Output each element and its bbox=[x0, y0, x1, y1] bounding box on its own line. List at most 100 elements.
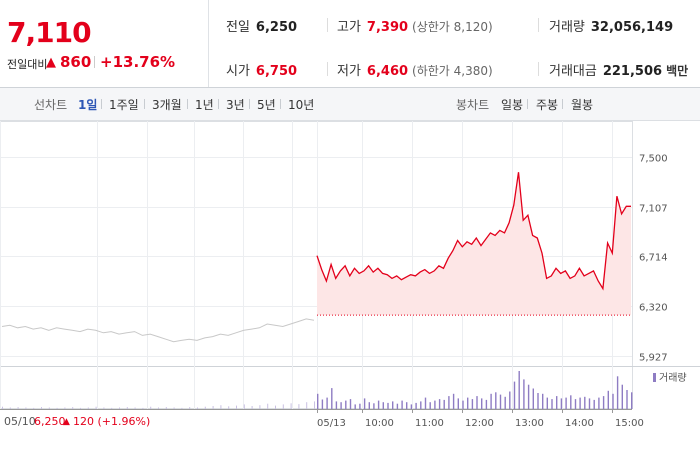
candle-tab-monthly[interactable]: 월봉 bbox=[571, 98, 594, 112]
x-tick-label: 14:00 bbox=[565, 418, 594, 429]
prev-volume-bar bbox=[134, 407, 136, 409]
current-price: 7,110 bbox=[7, 16, 92, 49]
lower-limit: (하한가 4,380) bbox=[412, 64, 493, 78]
open-value: 6,750 bbox=[255, 64, 298, 79]
divider bbox=[249, 99, 250, 109]
prev-close-info: 전일 6,250 bbox=[226, 16, 297, 35]
low-value: 6,460 bbox=[366, 64, 409, 79]
intraday-line bbox=[316, 172, 631, 291]
prev-volume-bar bbox=[275, 405, 276, 409]
prev-volume-bar bbox=[103, 407, 105, 409]
volume-bar bbox=[363, 398, 366, 409]
volume-bar bbox=[401, 400, 403, 409]
prev-day-line bbox=[1, 318, 315, 343]
period-tab-3m[interactable]: 3개월 bbox=[152, 98, 182, 112]
volume-bar bbox=[438, 399, 441, 409]
period-tab-3y[interactable]: 3년 bbox=[226, 98, 245, 112]
prev-volume-bar bbox=[48, 407, 50, 409]
x-tick-label: 13:00 bbox=[515, 418, 544, 429]
intraday-area bbox=[317, 172, 631, 316]
prev-volume-bar bbox=[64, 407, 66, 409]
volume-bar bbox=[462, 400, 464, 409]
open-label: 시가 bbox=[226, 64, 250, 79]
volume-bar bbox=[598, 397, 600, 409]
volume-bar bbox=[537, 393, 539, 409]
chart-grid bbox=[0, 121, 700, 410]
x-tick-label: 15:00 bbox=[615, 418, 644, 429]
volume-bar bbox=[579, 397, 581, 409]
volume-bar bbox=[340, 402, 342, 409]
prev-date: 05/10 bbox=[4, 415, 36, 428]
divider bbox=[94, 56, 95, 68]
prev-volume-bar bbox=[95, 406, 97, 409]
period-tab-1y[interactable]: 1년 bbox=[195, 98, 214, 112]
prev-volume-bar bbox=[17, 407, 19, 409]
volume-bar bbox=[331, 388, 333, 409]
change-percent: +13.76% bbox=[100, 53, 176, 71]
prev-change-footer: 120 (+1.96%) bbox=[73, 415, 151, 428]
prev-volume-bar bbox=[298, 404, 300, 409]
prev-volume-bar bbox=[267, 403, 269, 409]
prev-volume-bar bbox=[181, 407, 183, 409]
divider bbox=[562, 99, 563, 109]
volume-bar bbox=[504, 396, 506, 409]
candle-tab-weekly[interactable]: 주봉 bbox=[536, 98, 559, 112]
prev-volume-bar bbox=[150, 406, 152, 409]
amount-value: 221,506 bbox=[602, 64, 663, 79]
change-value: 860 bbox=[60, 53, 92, 71]
prev-volume-bar bbox=[142, 407, 144, 409]
divider bbox=[187, 99, 188, 109]
volume-legend-label: 거래량 bbox=[659, 372, 687, 384]
volume-bar bbox=[584, 396, 586, 409]
volume-bar bbox=[457, 398, 459, 409]
volume-bar bbox=[560, 398, 563, 409]
low-info: 저가 6,460 (하한가 4,380) bbox=[337, 60, 493, 79]
volume-info: 거래량 32,056,149 bbox=[549, 16, 673, 35]
period-tab-10y[interactable]: 10년 bbox=[288, 98, 315, 112]
x-tick-label: 05/13 bbox=[317, 418, 346, 429]
volume-bar bbox=[387, 402, 389, 409]
prev-volume-bar bbox=[204, 406, 206, 409]
prev-volume-bar bbox=[25, 407, 27, 409]
prev-volume-bar bbox=[282, 404, 284, 409]
volume-bar bbox=[349, 399, 352, 409]
volume-bar bbox=[574, 399, 577, 409]
prev-volume-bar bbox=[2, 406, 3, 409]
volume-bar bbox=[410, 404, 413, 409]
open-info: 시가 6,750 bbox=[226, 60, 297, 79]
volume-bar bbox=[415, 402, 417, 409]
period-tab-5y[interactable]: 5년 bbox=[257, 98, 276, 112]
candle-tab-daily[interactable]: 일봉 bbox=[501, 98, 524, 112]
volume-bar bbox=[359, 403, 361, 409]
volume-bar bbox=[377, 400, 380, 409]
volume-bar bbox=[532, 388, 534, 409]
y-tick-label: 5,927 bbox=[639, 353, 668, 364]
volume-bar bbox=[565, 397, 567, 409]
volume-bar bbox=[321, 399, 324, 409]
volume-bar bbox=[499, 394, 502, 409]
up-arrow-icon: ▲ bbox=[46, 55, 56, 70]
volume-bars bbox=[2, 371, 633, 409]
period-tab-1w[interactable]: 1주일 bbox=[109, 98, 139, 112]
divider bbox=[538, 18, 539, 32]
upper-limit: (상한가 8,120) bbox=[412, 20, 493, 34]
prev-volume-bar bbox=[126, 407, 128, 409]
volume-bar bbox=[406, 402, 408, 409]
up-arrow-icon: ▲ bbox=[63, 417, 70, 427]
x-tick-label: 10:00 bbox=[365, 418, 394, 429]
prev-volume-bar bbox=[165, 407, 167, 409]
amount-info: 거래대금 221,506 백만 bbox=[549, 60, 688, 79]
volume-bar bbox=[396, 403, 399, 409]
volume-bar bbox=[434, 400, 436, 409]
prev-close-label: 전일 bbox=[226, 20, 250, 35]
volume-bar bbox=[392, 401, 394, 409]
prev-volume-bar bbox=[290, 403, 292, 409]
divider bbox=[327, 62, 328, 76]
period-tab-1d[interactable]: 1일 bbox=[78, 98, 98, 112]
volume-bar bbox=[551, 399, 553, 409]
volume-bar bbox=[485, 399, 488, 409]
prev-close-value: 6,250 bbox=[255, 20, 298, 35]
high-label: 고가 bbox=[337, 20, 361, 35]
y-axis-labels: 7,500 7,107 6,714 6,320 5,927 bbox=[639, 154, 668, 364]
volume-bar bbox=[373, 403, 375, 409]
